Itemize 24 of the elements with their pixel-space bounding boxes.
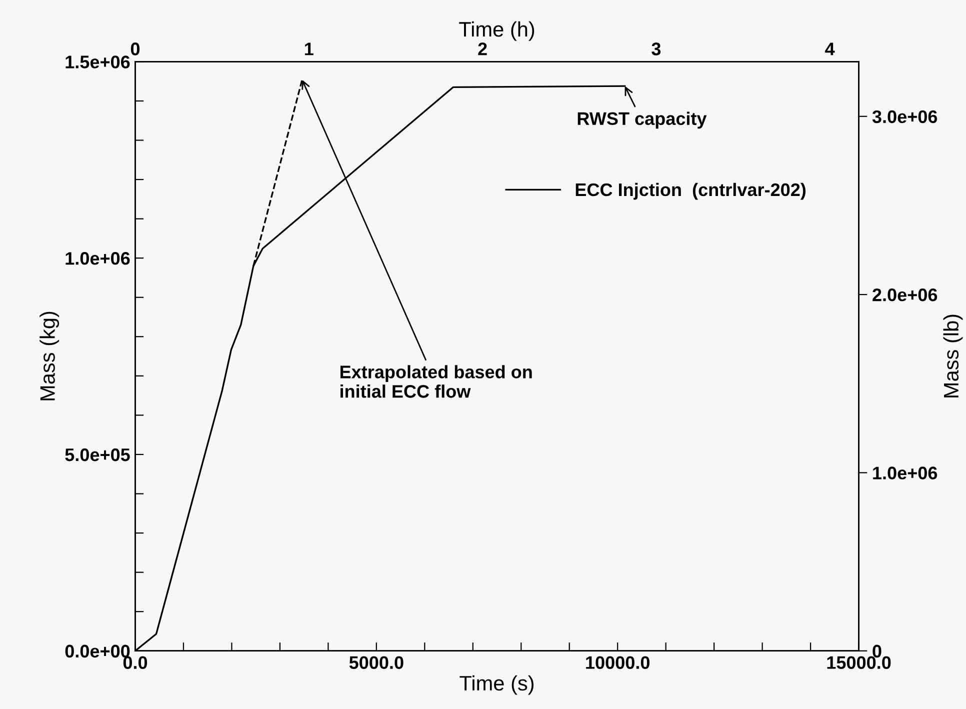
annotation: RWST capacity [578, 112, 707, 129]
x-tick-label: 0.0 [123, 656, 148, 669]
x-axis-title: Time (s) [460, 675, 534, 695]
y-tick-label: 1.0e+06 [66, 252, 130, 265]
x2-tick-label: 4 [825, 42, 835, 56]
x2-tick-label: 3 [652, 42, 661, 56]
y-axis-title: Mass (kg) [40, 312, 60, 400]
legend-label: ECC Injction (cntrlvar-202) [576, 182, 806, 200]
x-tick-label: 5000.0 [349, 656, 404, 669]
x2-axis-title: Time (h) [459, 21, 534, 41]
y2-tick-label: 2.0e+06 [872, 288, 938, 302]
y-tick-label: 5.0e+05 [65, 448, 130, 462]
annotation: Extrapolated based on initial ECC flow [340, 365, 532, 398]
x-tick-label: 10000.0 [586, 656, 650, 669]
x2-tick-label: 1 [305, 42, 314, 56]
y-tick-label: 1.5e+06 [66, 56, 130, 68]
y2-tick-label: 0 [872, 644, 882, 658]
y2-axis-title: Mass (lb) [943, 314, 963, 398]
y2-tick-label: 1.0e+06 [873, 466, 938, 480]
x-tick-label: 15000.0 [827, 656, 891, 669]
x2-tick-label: 0 [130, 42, 140, 56]
y2-tick-label: 3.0e+06 [872, 110, 938, 124]
x2-tick-label: 2 [478, 42, 487, 56]
y-tick-label: 0.0e+00 [65, 644, 130, 658]
